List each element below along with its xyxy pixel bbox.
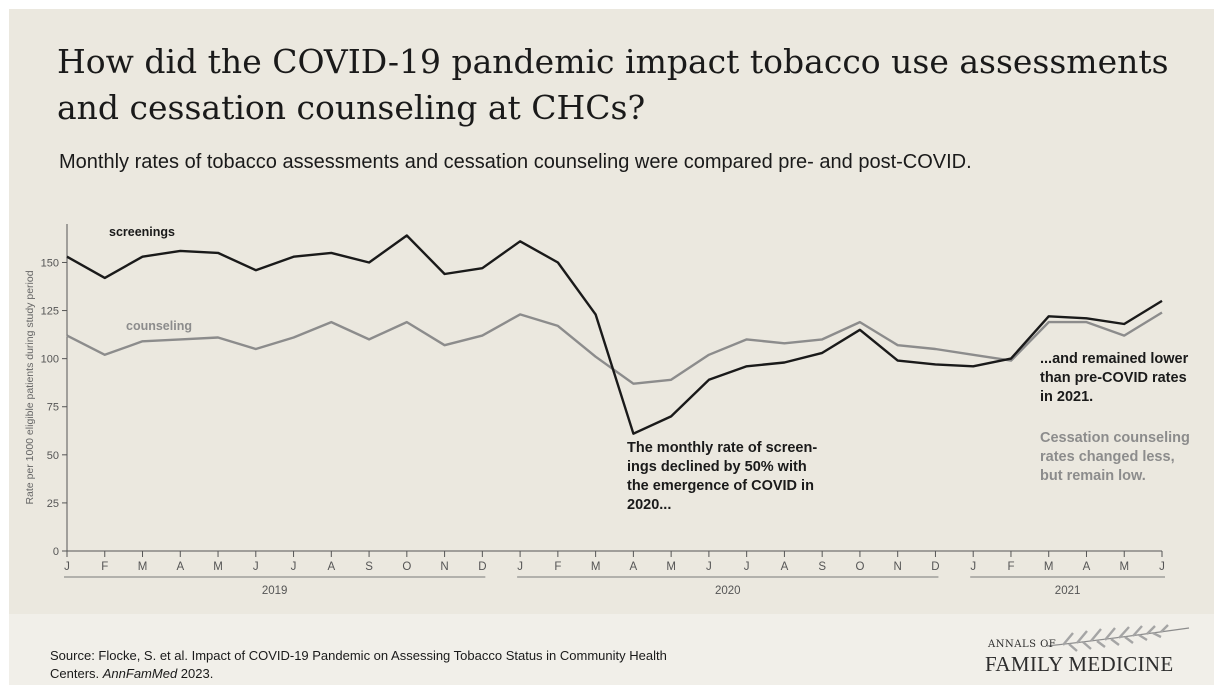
- x-tick-label: J: [706, 561, 712, 573]
- x-tick-label: D: [478, 561, 486, 573]
- annotation-remained-line: in 2021.: [1040, 389, 1093, 405]
- source-journal: AnnFamMed: [102, 666, 178, 681]
- x-tick-label: J: [253, 561, 259, 573]
- x-tick-label: J: [970, 561, 976, 573]
- x-tick-label: D: [931, 561, 939, 573]
- y-axis-label: Rate per 1000 eligible patients during s…: [24, 270, 36, 504]
- x-tick-label: M: [213, 561, 223, 573]
- infographic-frame: How did the COVID-19 pandemic impact tob…: [9, 9, 1214, 685]
- x-tick-label: J: [291, 561, 297, 573]
- year-label: 2019: [262, 585, 288, 597]
- x-tick-label: J: [1159, 561, 1165, 573]
- x-tick-label: O: [855, 561, 864, 573]
- x-tick-label: A: [176, 561, 184, 573]
- y-tick-label: 75: [47, 402, 59, 414]
- x-tick-label: M: [666, 561, 676, 573]
- annotation-remained-line: than pre-COVID rates: [1040, 370, 1187, 386]
- annotation-decline-line: The monthly rate of screen-: [627, 440, 817, 456]
- x-tick-label: N: [440, 561, 448, 573]
- series-label-counseling: counseling: [126, 319, 192, 333]
- feather-icon: [1046, 624, 1190, 652]
- annotation-decline-line: ings declined by 50% with: [627, 459, 807, 475]
- x-tick-label: J: [744, 561, 750, 573]
- annals-logo: ANNALS OF FAMILY MEDICINE: [967, 624, 1197, 680]
- x-tick-label: S: [365, 561, 373, 573]
- chart-series: [66, 234, 1163, 435]
- footer: Source: Flocke, S. et al. Impact of COVI…: [9, 614, 1214, 685]
- x-tick-label: S: [818, 561, 826, 573]
- x-tick-label: A: [1083, 561, 1091, 573]
- year-label: 2020: [715, 585, 741, 597]
- y-tick-label: 100: [41, 354, 59, 366]
- x-tick-label: M: [138, 561, 148, 573]
- x-tick-label: M: [591, 561, 601, 573]
- chart-labels: screenings counseling The monthly rate of …: [109, 225, 1190, 513]
- x-tick-label: A: [327, 561, 335, 573]
- x-tick-label: M: [1044, 561, 1054, 573]
- x-tick-label: M: [1119, 561, 1129, 573]
- line-chart: 0 25 50 75 100 125 150 Rate per 1000 eligible p…: [24, 224, 1190, 597]
- x-tick-label: F: [1007, 561, 1014, 573]
- x-tick-label: A: [781, 561, 789, 573]
- x-tick-label: A: [630, 561, 638, 573]
- source-suffix: 2023.: [177, 666, 214, 681]
- annotation-counseling-note-line: Cessation counseling: [1040, 430, 1190, 446]
- page-title: How did the COVID-19 pandemic impact tob…: [57, 42, 1169, 127]
- year-label: 2021: [1055, 585, 1081, 597]
- x-tick-label: O: [402, 561, 411, 573]
- y-tick-label: 50: [47, 450, 59, 462]
- y-tick-label: 25: [47, 498, 59, 510]
- logo-annals-of: ANNALS OF: [988, 639, 1057, 650]
- y-tick-label: 125: [41, 306, 59, 318]
- series-label-screenings: screenings: [109, 225, 175, 239]
- x-tick-label: F: [101, 561, 108, 573]
- x-tick-label: J: [517, 561, 523, 573]
- annotation-counseling-note-line: but remain low.: [1040, 468, 1146, 484]
- chart-axes: 0 25 50 75 100 125 150 Rate per 1000 eligible p…: [24, 224, 1165, 597]
- y-tick-label: 0: [53, 546, 59, 558]
- page-subtitle: Monthly rates of tobacco assessments and…: [59, 151, 972, 173]
- annotation-counseling-note-line: rates changed less,: [1040, 449, 1175, 465]
- logo-family-medicine: FAMILY MEDICINE: [985, 652, 1174, 676]
- source-citation: Source: Flocke, S. et al. Impact of COVI…: [50, 647, 690, 683]
- annotation-decline-line: 2020...: [627, 497, 671, 513]
- x-tick-label: F: [554, 561, 561, 573]
- x-tick-label: N: [894, 561, 902, 573]
- x-tick-label: J: [64, 561, 70, 573]
- source-prefix: Source: Flocke, S. et al. Impact of COVI…: [50, 648, 667, 681]
- annotation-remained-line: ...and remained lower: [1040, 351, 1189, 367]
- series-line-screenings: [66, 234, 1163, 435]
- annotation-decline-line: the emergence of COVID in: [627, 478, 814, 494]
- y-tick-label: 150: [41, 257, 59, 269]
